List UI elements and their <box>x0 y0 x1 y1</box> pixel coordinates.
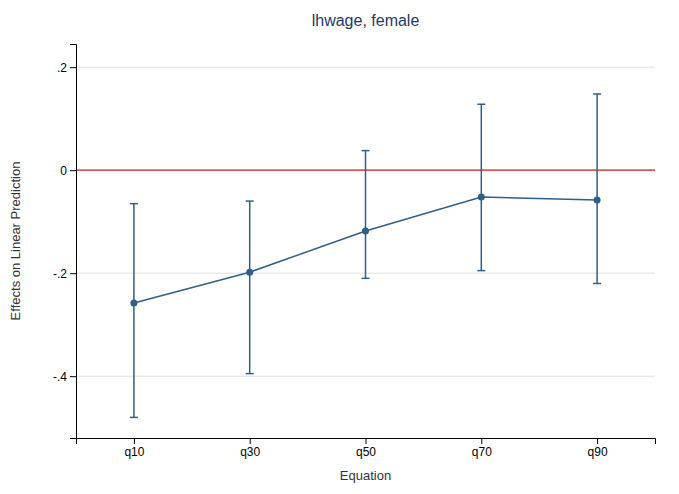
error-bar-cap <box>362 278 370 280</box>
tick-mark <box>597 438 598 444</box>
error-bar <box>593 94 601 284</box>
tick-mark <box>250 438 251 444</box>
tick-label: q90 <box>588 445 608 459</box>
tick-label: .2 <box>57 61 67 75</box>
y-axis-title: Effects on Linear Prediction <box>8 162 23 321</box>
error-bar-cap <box>246 200 254 202</box>
x-tick: q30 <box>240 438 260 459</box>
point <box>478 193 485 200</box>
tick-mark <box>366 438 367 444</box>
x-tick: q70 <box>472 438 492 459</box>
y-tick: .2 <box>57 61 76 75</box>
points <box>130 193 600 306</box>
tick-mark <box>70 273 76 274</box>
tick-mark <box>481 438 482 444</box>
grid-line <box>76 376 655 377</box>
x-tick: q50 <box>356 438 376 459</box>
axis-line <box>77 439 656 445</box>
error-bar <box>477 104 485 270</box>
error-bar-cap <box>477 104 485 106</box>
error-bar <box>130 204 138 418</box>
error-bar-cap <box>246 373 254 375</box>
tick-mark <box>70 376 76 377</box>
error-bar-cap <box>362 150 370 152</box>
error-bar-cap <box>593 93 601 95</box>
chart: q10 q30 q50 q70 q90 -.4 -.2 0 .2 lhwage, female Eq… <box>0 0 679 494</box>
title: lhwage, female <box>312 12 420 29</box>
error-bar-cap <box>130 203 138 205</box>
tick-label: q50 <box>356 445 376 459</box>
error-bar-stem <box>365 151 367 279</box>
x-axis-title: Equation <box>340 468 391 483</box>
axis-line <box>70 45 77 439</box>
y-axis: -.4 -.2 0 .2 <box>53 45 77 439</box>
error-bar-stem <box>133 204 135 418</box>
x-tick: q90 <box>588 438 608 459</box>
marks <box>76 94 655 417</box>
y-tick: -.2 <box>53 267 76 281</box>
tick-label: 0 <box>60 164 67 178</box>
x-axis: q10 q30 q50 q70 q90 <box>77 438 656 459</box>
error-bar-stem <box>249 201 251 374</box>
tick-label: q30 <box>240 445 260 459</box>
x-tick: q10 <box>124 438 144 459</box>
tick-label: q10 <box>124 445 144 459</box>
y-tick: -.4 <box>53 370 76 384</box>
error-bar <box>362 151 370 279</box>
y-tick: 0 <box>60 164 76 178</box>
plot-area: q10 q30 q50 q70 q90 -.4 -.2 0 .2 <box>53 45 656 459</box>
tick-label: q70 <box>472 445 492 459</box>
grid-line <box>76 67 655 68</box>
tick-mark <box>70 67 76 68</box>
error-bar <box>246 201 254 374</box>
point <box>362 227 369 234</box>
tick-label: -.4 <box>53 370 67 384</box>
error-bar-cap <box>130 417 138 419</box>
error-bar-stem <box>481 104 483 270</box>
tick-mark <box>134 438 135 444</box>
point <box>130 300 137 307</box>
point <box>246 269 253 276</box>
error-bars <box>130 94 601 417</box>
error-bar-cap <box>593 283 601 285</box>
grid <box>76 67 655 376</box>
tick-mark <box>70 170 76 171</box>
tick-label: -.2 <box>53 267 67 281</box>
error-bar-stem <box>596 94 598 284</box>
error-bar-cap <box>477 270 485 272</box>
point <box>594 197 601 204</box>
